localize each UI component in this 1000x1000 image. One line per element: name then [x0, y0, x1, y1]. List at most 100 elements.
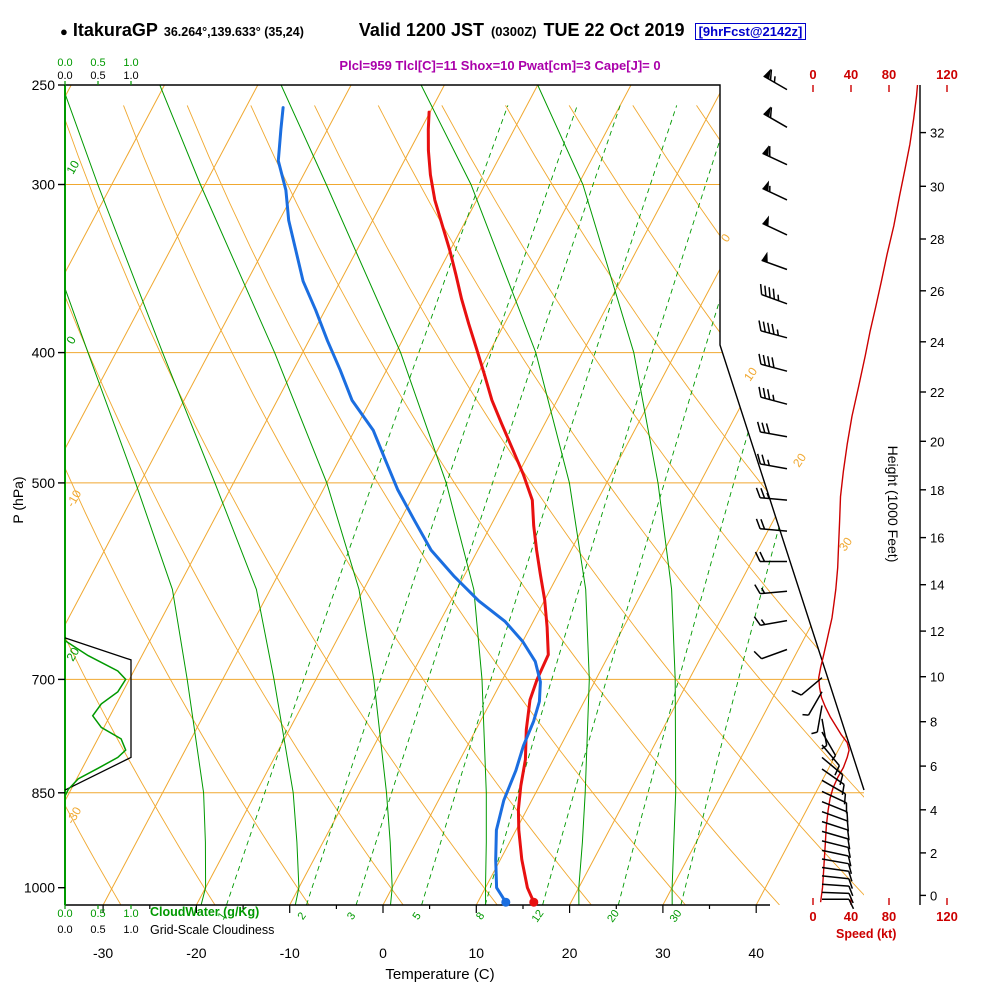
- svg-text:2: 2: [296, 910, 309, 922]
- svg-text:0.0: 0.0: [57, 57, 72, 69]
- isotherm-line: [382, 85, 819, 905]
- svg-text:1.0: 1.0: [123, 70, 138, 82]
- svg-text:250: 250: [32, 77, 56, 93]
- svg-text:10: 10: [930, 670, 944, 685]
- svg-text:0.0: 0.0: [57, 70, 72, 82]
- svg-text:80: 80: [882, 67, 896, 82]
- dry-adiabat-line: [441, 105, 864, 905]
- svg-text:850: 850: [32, 785, 56, 801]
- svg-text:3: 3: [345, 910, 358, 922]
- svg-text:20: 20: [63, 645, 82, 664]
- mixing-ratio-line: [421, 105, 678, 905]
- svg-text:0.0: 0.0: [57, 908, 72, 920]
- moist-adiabat-line: [420, 85, 590, 905]
- isotherm-line: [289, 85, 725, 905]
- mixing-ratio-line: [680, 105, 864, 905]
- svg-text:-10: -10: [280, 945, 300, 961]
- wind-barb: [821, 756, 844, 786]
- svg-text:10: 10: [63, 158, 82, 177]
- dry-adiabat-line: [0, 105, 27, 905]
- svg-text:30: 30: [655, 945, 671, 961]
- cloudiness-curve: [64, 637, 132, 791]
- wind-barb: [756, 453, 788, 470]
- dry-adiabat-line: [65, 105, 216, 905]
- cloudwater-curve: [64, 639, 127, 797]
- svg-text:20: 20: [605, 908, 622, 925]
- temperature-curve: [426, 110, 550, 904]
- dry-adiabat-line: [65, 105, 310, 905]
- wind-barb: [763, 68, 788, 91]
- isotherm-line: [65, 85, 259, 905]
- svg-text:28: 28: [930, 232, 944, 247]
- isotherm-line: [662, 85, 864, 905]
- isotherm-line: [65, 85, 72, 905]
- dry-adiabat-line: [123, 105, 592, 905]
- wind-barb: [791, 677, 823, 696]
- svg-text:40: 40: [844, 67, 858, 82]
- wind-barb: [762, 180, 788, 201]
- svg-text:24: 24: [930, 335, 944, 350]
- wind-barb: [759, 284, 788, 305]
- svg-text:20: 20: [562, 945, 578, 961]
- moist-adiabat-line: [65, 85, 207, 905]
- mixing-ratio-line: [306, 105, 578, 905]
- svg-text:30: 30: [930, 179, 944, 194]
- svg-text:0: 0: [809, 909, 816, 924]
- wind-barb: [821, 801, 849, 823]
- dry-adiabat-line: [759, 105, 864, 905]
- svg-text:30: 30: [668, 908, 685, 925]
- svg-text:10: 10: [741, 364, 760, 383]
- svg-text:0: 0: [930, 888, 937, 903]
- mixing-ratio-line: [226, 105, 509, 905]
- svg-text:0: 0: [379, 945, 387, 961]
- dry-adiabat-line: [250, 105, 780, 905]
- dry-adiabat-line: [696, 105, 864, 905]
- dry-adiabat-line: [65, 105, 498, 905]
- svg-text:40: 40: [748, 945, 764, 961]
- svg-text:22: 22: [930, 385, 944, 400]
- wind-barb: [762, 215, 788, 236]
- svg-text:300: 300: [32, 177, 56, 193]
- isotherm-line: [102, 85, 539, 905]
- isotherm-line: [65, 85, 352, 905]
- dry-adiabat-line: [823, 105, 864, 905]
- svg-text:1000: 1000: [24, 880, 55, 896]
- svg-text:120: 120: [936, 67, 958, 82]
- wind-barb: [753, 616, 788, 627]
- svg-text:120: 120: [936, 909, 958, 924]
- chart-title: ● ItakuraGP 36.264°,139.633° (35,24) Val…: [60, 20, 807, 41]
- wind-barb: [755, 487, 788, 501]
- moist-adiabat-line: [537, 85, 677, 905]
- svg-text:12: 12: [930, 624, 944, 639]
- moist-adiabat-line: [280, 85, 487, 905]
- dry-adiabat-line: [505, 105, 864, 905]
- svg-text:80: 80: [882, 909, 896, 924]
- mixing-ratio-line: [542, 105, 781, 905]
- mixing-ratio-labels: 1 2 3 5 8 12 20 30: [216, 908, 685, 925]
- temperature-axis-title: Temperature (C): [385, 966, 495, 983]
- svg-text:20: 20: [930, 434, 944, 449]
- svg-text:8: 8: [930, 715, 937, 730]
- cloudwater-axis-title: CloudWater (g/Kg): [150, 905, 260, 919]
- cloudwater-scale: 0.00.00.00.00.50.50.50.51.01.01.01.0: [57, 57, 138, 936]
- wind-barb: [754, 551, 787, 563]
- valid-time-utc: (0300Z): [490, 24, 537, 39]
- svg-text:20: 20: [790, 450, 809, 469]
- speed-axis-title: Speed (kt): [836, 927, 897, 941]
- wind-barb: [821, 810, 850, 832]
- dry-adiabat-line: [314, 105, 864, 905]
- valid-time: Valid 1200 JST: [358, 20, 484, 40]
- svg-text:700: 700: [32, 671, 56, 687]
- wind-barb: [821, 875, 854, 889]
- svg-text:1: 1: [216, 910, 229, 922]
- isotherm-line: [65, 85, 445, 905]
- pressure-axis: 250 300 400 500 700 850 1000: [24, 77, 65, 896]
- station-name: ItakuraGP: [72, 20, 158, 40]
- svg-text:0.5: 0.5: [90, 57, 105, 69]
- svg-text:2: 2: [930, 846, 937, 861]
- wind-barb: [821, 891, 854, 904]
- wind-barbs: [753, 68, 855, 910]
